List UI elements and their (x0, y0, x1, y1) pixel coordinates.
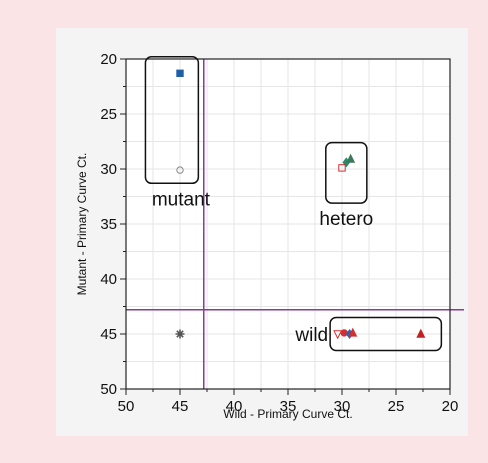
x-tick-label: 50 (118, 398, 135, 415)
y-tick-label: 40 (100, 271, 117, 288)
data-point (340, 329, 348, 337)
x-tick-label: 45 (172, 398, 189, 415)
group-box-hetero (325, 141, 368, 204)
chart-panel: mutant hetero wild 50 45 40 35 30 25 20 20 25 30 35… (56, 28, 468, 436)
data-point (348, 327, 358, 337)
y-tick-label: 25 (100, 106, 117, 123)
x-tick-label: 20 (442, 398, 459, 415)
x-axis-title: Wild - Primary Curve Ct. (223, 407, 352, 421)
y-tick-label: 20 (100, 51, 117, 68)
scatter-chart: mutant hetero wild 50 45 40 35 30 25 20 20 25 30 35… (75, 51, 464, 421)
y-tick-label: 30 (100, 161, 117, 178)
data-points (175, 69, 426, 340)
y-tick-label: 45 (100, 326, 117, 343)
group-label-wild: wild (294, 325, 328, 346)
group-box-mutant (144, 56, 200, 185)
y-axis-ticks: 20 25 30 35 40 45 50 (100, 51, 126, 398)
data-point (176, 166, 184, 174)
group-boxes: mutant hetero wild (144, 56, 443, 352)
x-tick-label: 35 (280, 398, 297, 415)
data-point (176, 69, 184, 77)
x-tick-label: 30 (334, 398, 351, 415)
x-tick-label: 25 (388, 398, 405, 415)
y-axis-title: Mutant - Primary Curve Ct. (75, 153, 89, 296)
cutoff-lines (126, 59, 464, 389)
data-point (333, 330, 343, 340)
y-tick-label: 50 (100, 381, 117, 398)
group-box-wild (329, 316, 443, 352)
x-tick-label: 40 (226, 398, 243, 415)
y-tick-label: 35 (100, 216, 117, 233)
group-label-mutant: mutant (152, 189, 211, 210)
x-axis-ticks: 50 45 40 35 30 25 20 (118, 389, 459, 415)
group-label-hetero: hetero (319, 209, 373, 230)
data-point (175, 329, 185, 339)
data-point (416, 328, 426, 338)
data-point (346, 153, 356, 163)
data-point (338, 164, 346, 172)
